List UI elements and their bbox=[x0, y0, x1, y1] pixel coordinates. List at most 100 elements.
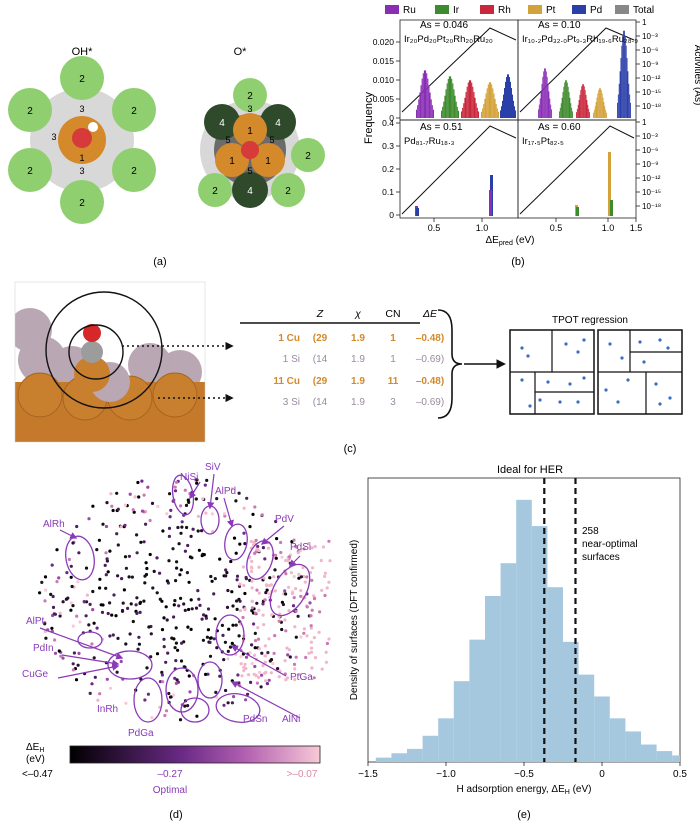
tsne-point bbox=[194, 606, 199, 610]
histogram-bin bbox=[539, 98, 541, 118]
tsne-point bbox=[137, 642, 141, 646]
tsne-point bbox=[234, 623, 238, 627]
tsne-point bbox=[250, 599, 254, 603]
tsne-point bbox=[105, 557, 109, 561]
histogram-bin bbox=[489, 190, 492, 216]
x-ticks: −1.5 −1.0 −0.5 0 0.5 bbox=[358, 762, 687, 780]
histogram-bin bbox=[513, 100, 514, 118]
panel-label-b: (b) bbox=[511, 256, 524, 268]
tsne-point bbox=[261, 602, 265, 606]
legend-label: Rh bbox=[498, 5, 511, 16]
tree-point bbox=[558, 400, 562, 404]
tsne-point bbox=[272, 651, 276, 656]
cluster-label: SiV bbox=[205, 462, 221, 473]
cluster-ellipse bbox=[197, 661, 223, 699]
tsne-point bbox=[263, 598, 267, 602]
tsne-point bbox=[249, 539, 253, 544]
tree-point bbox=[658, 402, 662, 406]
tsne-point bbox=[188, 690, 192, 694]
cluster-arrow bbox=[39, 627, 124, 660]
histogram-bin bbox=[490, 82, 492, 118]
histogram-bin bbox=[481, 111, 483, 118]
histogram-bin bbox=[583, 86, 585, 118]
tsne-point bbox=[218, 674, 222, 678]
tsne-point bbox=[236, 673, 240, 677]
cluster-ellipse bbox=[65, 535, 95, 581]
tsne-point bbox=[242, 531, 246, 535]
histogram-bin bbox=[422, 73, 424, 118]
tsne-point bbox=[135, 533, 139, 537]
histogram-bin bbox=[610, 200, 613, 216]
tsne-point bbox=[187, 674, 191, 678]
tsne-point bbox=[268, 659, 272, 663]
tsne-point bbox=[135, 551, 139, 555]
site-circle bbox=[112, 148, 156, 192]
tsne-point bbox=[185, 571, 189, 575]
tsne-point bbox=[43, 575, 48, 579]
tsne-point bbox=[310, 666, 314, 670]
tsne-point bbox=[82, 600, 86, 604]
tsne-point bbox=[123, 523, 127, 527]
site-number: 1 bbox=[265, 156, 271, 167]
tsne-point bbox=[200, 529, 204, 533]
tsne-point bbox=[323, 571, 327, 575]
histogram-bin bbox=[605, 109, 607, 118]
histogram-bin bbox=[465, 92, 467, 118]
tsne-point bbox=[143, 581, 147, 585]
tsne-point bbox=[221, 633, 225, 638]
tsne-point bbox=[234, 551, 238, 555]
tsne-point bbox=[328, 559, 332, 563]
histogram-bin bbox=[431, 105, 433, 118]
tsne-point bbox=[327, 539, 331, 543]
tsne-point bbox=[324, 660, 328, 664]
tsne-point bbox=[284, 572, 288, 576]
tsne-point bbox=[97, 538, 101, 542]
tsne-point bbox=[297, 672, 302, 677]
histogram-bin bbox=[586, 99, 588, 118]
y-tick-label: 0.005 bbox=[373, 94, 395, 104]
histogram-bin bbox=[599, 88, 600, 118]
tsne-point bbox=[256, 626, 260, 630]
cluster-ellipse bbox=[133, 677, 163, 723]
legend-swatch bbox=[528, 5, 542, 14]
oxygen-atom bbox=[83, 324, 101, 342]
e-annotation-line3: surfaces bbox=[582, 552, 620, 563]
histogram-bin bbox=[493, 93, 495, 118]
tsne-point bbox=[205, 635, 209, 639]
tsne-point bbox=[108, 549, 112, 553]
tsne-point bbox=[174, 681, 178, 686]
tsne-point bbox=[255, 588, 259, 592]
tsne-point bbox=[44, 636, 48, 640]
right-tick-label: 10⁻³ bbox=[642, 32, 658, 41]
tsne-point bbox=[253, 653, 257, 657]
histogram-bin bbox=[545, 71, 547, 118]
table-atom: 1 Cu bbox=[278, 333, 300, 344]
histogram-bin bbox=[429, 92, 431, 118]
tsne-point bbox=[185, 525, 189, 530]
tsne-point bbox=[155, 652, 160, 656]
tsne-point bbox=[256, 637, 261, 641]
histogram-bar bbox=[391, 753, 407, 762]
tsne-point bbox=[120, 608, 125, 613]
tsne-point bbox=[201, 638, 205, 642]
tsne-point bbox=[277, 675, 281, 679]
tsne-point bbox=[143, 574, 147, 578]
tsne-point bbox=[248, 651, 252, 655]
tsne-point bbox=[69, 608, 73, 612]
cluster-label: AlNi bbox=[282, 714, 300, 725]
tree-point bbox=[668, 396, 672, 400]
tree-point bbox=[564, 342, 568, 346]
tsne-point bbox=[223, 640, 227, 644]
b-xlabel: ΔEpred (eV) bbox=[485, 235, 534, 247]
surface-image bbox=[15, 282, 205, 442]
tsne-point bbox=[241, 615, 245, 620]
tsne-point bbox=[189, 598, 193, 602]
tsne-point bbox=[230, 590, 234, 594]
tsne-point bbox=[257, 565, 261, 569]
tsne-point bbox=[294, 609, 298, 613]
tsne-point bbox=[321, 545, 325, 549]
tsne-point bbox=[274, 519, 278, 524]
oh-title: OH* bbox=[72, 46, 94, 58]
table-cell: 1 bbox=[390, 354, 396, 365]
tsne-point bbox=[202, 613, 206, 617]
